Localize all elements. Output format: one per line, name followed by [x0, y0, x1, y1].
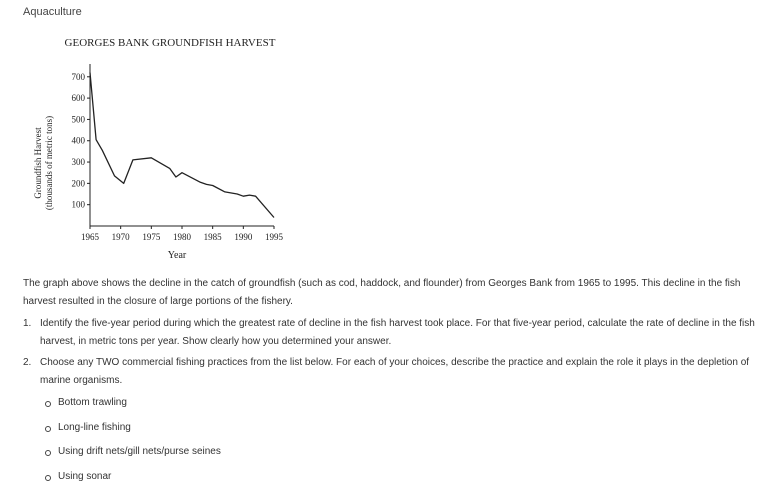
option-label: Bottom trawling: [58, 397, 127, 408]
y-tick-label: 400: [72, 136, 86, 146]
question-2-number: 2.: [23, 357, 32, 368]
intro-paragraph: The graph above shows the decline in the…: [23, 278, 741, 307]
harvest-chart-svg: GEORGES BANK GROUNDFISH HARVEST Groundfi…: [33, 37, 284, 261]
x-tick-label: 1975: [142, 232, 161, 242]
y-axis-label: Groundfish Harvest (thousands of metric …: [33, 116, 54, 210]
y-axis-label-line1: Groundfish Harvest: [33, 127, 43, 199]
y-tick-label: 300: [72, 157, 86, 167]
x-tick-label: 1995: [265, 232, 284, 242]
list-item: Long-line fishing: [45, 420, 221, 445]
x-ticks: 1965 1970 1975 1980 1985 1990 1995: [81, 226, 284, 242]
option-label: Long-line fishing: [58, 421, 131, 433]
y-tick-label: 700: [72, 72, 86, 82]
harvest-chart: GEORGES BANK GROUNDFISH HARVEST Groundfi…: [24, 30, 324, 265]
series-line: [89, 72, 275, 218]
y-axis-label-line2: (thousands of metric tons): [44, 116, 54, 210]
question-1-number: 1.: [23, 318, 32, 329]
y-tick-label: 600: [72, 93, 86, 103]
bullet-icon: [45, 474, 51, 481]
y-tick-label: 100: [72, 200, 86, 210]
bullet-icon: [45, 401, 51, 407]
y-ticks: 100 200 300 400 500 600 700: [72, 72, 90, 210]
x-tick-label: 1985: [204, 232, 223, 242]
option-label: Using sonar: [58, 470, 112, 482]
bullet-icon: [45, 450, 51, 456]
x-tick-label: 1980: [173, 232, 192, 242]
list-item: Bottom trawling: [45, 395, 221, 420]
chart-title: GEORGES BANK GROUNDFISH HARVEST: [65, 37, 276, 49]
question-1-text: Identify the five-year period during whi…: [40, 318, 755, 347]
fishing-practices-list: Bottom trawling Long-line fishing Using …: [45, 395, 221, 493]
question-2-text: Choose any TWO commercial fishing practi…: [40, 357, 750, 386]
list-item: Using drift nets/gill nets/purse seines: [45, 444, 221, 469]
question-2: 2. Choose any TWO commercial fishing pra…: [23, 354, 758, 390]
x-tick-label: 1965: [81, 232, 100, 242]
x-tick-label: 1970: [112, 232, 130, 242]
series-lines: [89, 72, 275, 218]
question-1: 1. Identify the five-year period during …: [23, 315, 758, 351]
x-axis-label: Year: [168, 250, 187, 261]
y-tick-label: 500: [72, 114, 86, 124]
list-item: Using sonar: [45, 469, 221, 494]
bullet-icon: [45, 425, 51, 432]
x-tick-label: 1990: [234, 232, 253, 242]
y-tick-label: 200: [72, 178, 86, 188]
subject-label: Aquaculture: [23, 6, 82, 18]
option-label: Using drift nets/gill nets/purse seines: [58, 446, 221, 457]
